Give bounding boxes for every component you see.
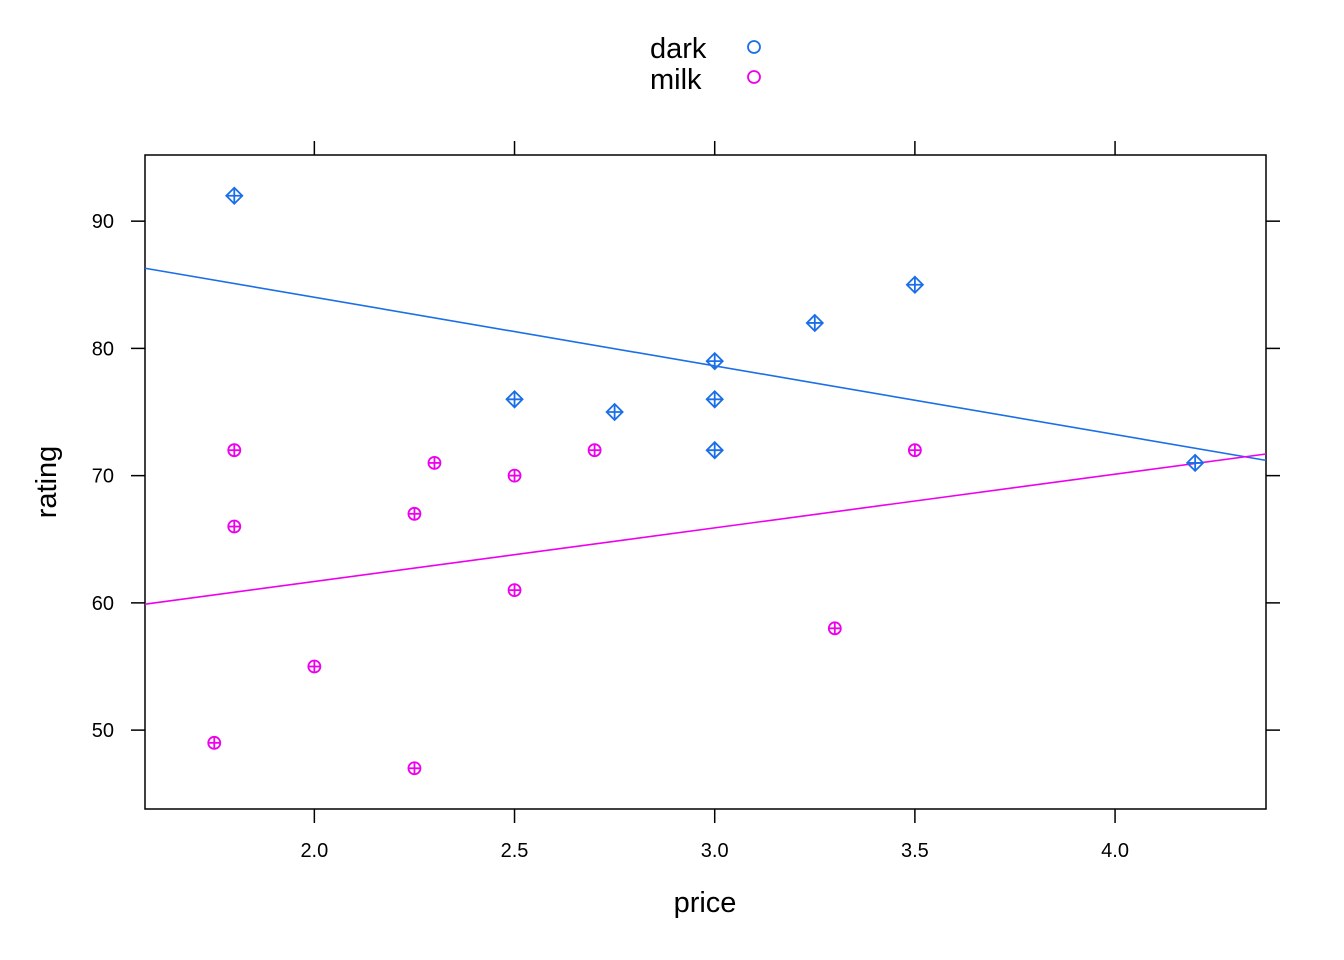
data-point-dark bbox=[1185, 453, 1205, 473]
data-point-milk bbox=[307, 659, 322, 674]
data-point-dark bbox=[905, 275, 925, 295]
data-point-milk bbox=[827, 621, 842, 636]
x-tick-label: 4.0 bbox=[1101, 840, 1129, 862]
data-point-milk bbox=[227, 443, 242, 458]
data-point-milk bbox=[207, 735, 222, 750]
plot-panel bbox=[144, 154, 1267, 810]
data-point-milk bbox=[507, 583, 522, 598]
data-point-dark bbox=[705, 440, 724, 460]
y-tick-label: 80 bbox=[92, 338, 114, 360]
x-tick-label: 2.0 bbox=[300, 840, 328, 862]
axes: 2.0 2.5 3.0 3.5 4.0 50 60 70 80 90 bbox=[92, 141, 1280, 862]
x-tick-label: 2.5 bbox=[501, 840, 529, 862]
legend-marker-milk bbox=[747, 70, 761, 84]
data-point-milk bbox=[587, 443, 602, 458]
legend-label-milk: milk bbox=[650, 64, 702, 96]
legend-marker-dark bbox=[747, 40, 761, 54]
data-points bbox=[207, 186, 1205, 776]
data-point-milk bbox=[507, 468, 522, 483]
legend: dark milk bbox=[650, 33, 761, 96]
legend-label-dark: dark bbox=[650, 33, 707, 65]
data-point-milk bbox=[407, 506, 422, 521]
x-tick-label: 3.5 bbox=[901, 840, 929, 862]
fit-line-milk bbox=[144, 453, 1267, 605]
data-point-milk bbox=[907, 443, 922, 458]
y-tick-label: 50 bbox=[92, 720, 114, 742]
data-point-dark bbox=[705, 351, 724, 371]
x-tick-label: 3.0 bbox=[701, 840, 729, 862]
data-point-milk bbox=[427, 456, 442, 470]
data-point-dark bbox=[805, 313, 825, 333]
data-point-dark bbox=[225, 186, 244, 205]
y-tick-label: 60 bbox=[92, 593, 114, 615]
fit-line-dark bbox=[144, 267, 1267, 462]
y-axis-title: rating bbox=[31, 446, 63, 519]
y-tick-label: 90 bbox=[92, 211, 114, 233]
data-point-milk bbox=[407, 761, 422, 776]
fit-lines bbox=[144, 267, 1267, 605]
x-axis-title: price bbox=[674, 887, 737, 919]
data-point-dark bbox=[505, 390, 524, 409]
data-point-dark bbox=[705, 390, 724, 409]
data-point-milk bbox=[227, 519, 242, 534]
data-point-dark bbox=[605, 402, 624, 422]
y-tick-label: 70 bbox=[92, 466, 114, 488]
